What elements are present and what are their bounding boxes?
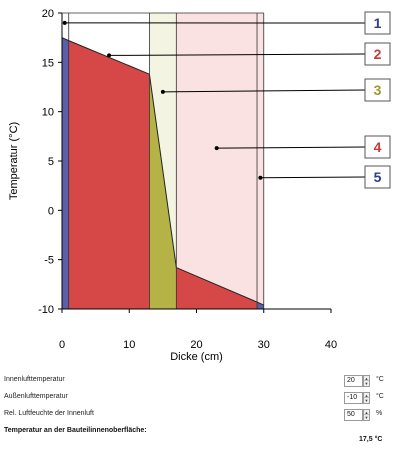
temperature-profile-line — [61, 37, 264, 306]
surface-temperature-value: 17,5 °C — [359, 436, 383, 443]
marker-4-label: 4 — [374, 139, 382, 155]
outside-temperature-input[interactable]: -10 — [344, 392, 363, 404]
surface-temperature-title: Temperatur an der Bauteilinnenoberfläche… — [4, 427, 147, 434]
inner-skin-layer-fill — [62, 37, 69, 310]
marker-2-leader-line — [109, 53, 366, 56]
insulation-layer-fill — [149, 74, 177, 309]
marker-4-leader-line — [216, 146, 366, 149]
outer-layer-fill — [176, 267, 258, 309]
x-tick-label: 30 — [258, 339, 270, 351]
outside-temperature-spinner[interactable]: ▲ ▼ — [363, 392, 370, 404]
y-tick-label: 15 — [42, 57, 54, 69]
humidity-spinner[interactable]: ▲ ▼ — [363, 409, 370, 421]
y-tick-label: 20 — [42, 8, 54, 20]
marker-1-anchor-dot — [62, 20, 67, 25]
x-tick-label: 0 — [59, 339, 65, 351]
inside-temperature-input[interactable]: 20 — [344, 375, 363, 387]
marker-5-leader-line — [260, 176, 366, 179]
marker-3-label: 3 — [374, 82, 382, 98]
marker-1-box — [364, 11, 391, 35]
spinner-up-icon[interactable]: ▲ — [364, 410, 369, 415]
spinner-up-icon[interactable]: ▲ — [364, 393, 369, 398]
x-tick-label: 20 — [190, 339, 202, 351]
marker-2-label: 2 — [374, 46, 382, 62]
marker-2-anchor-dot — [107, 53, 112, 58]
inside-temperature-label: Innenlufttemperatur — [4, 376, 65, 383]
spinner-up-icon[interactable]: ▲ — [364, 376, 369, 381]
inside-temperature-unit: °C — [376, 376, 384, 383]
marker-5-box — [364, 165, 391, 189]
outer-skin-layer-background — [257, 13, 264, 309]
y-tick-label: -10 — [38, 304, 54, 316]
humidity-unit: % — [376, 410, 383, 417]
spinner-down-icon[interactable]: ▼ — [364, 381, 369, 386]
marker-5-label: 5 — [374, 169, 382, 185]
outside-temperature-unit: °C — [376, 393, 384, 400]
y-tick-label: 10 — [42, 107, 54, 119]
y-tick-label: -5 — [44, 255, 54, 267]
inside-temperature-row: Innenlufttemperatur 20 ▲ ▼ °C — [0, 375, 400, 389]
spinner-down-icon[interactable]: ▼ — [364, 398, 369, 403]
humidity-input[interactable]: 50 — [344, 409, 363, 421]
marker-2-box — [364, 42, 391, 66]
x-tick-label: 10 — [123, 339, 135, 351]
y-axis-label: Temperatur (°C) — [8, 122, 20, 200]
marker-4-box — [364, 135, 391, 159]
x-axis-label: Dicke (cm) — [170, 351, 223, 363]
y-tick-label: 0 — [48, 205, 54, 217]
marker-5-anchor-dot — [258, 175, 263, 180]
marker-4-anchor-dot — [214, 146, 219, 151]
outside-temperature-label: Außenlufttemperatur — [4, 393, 68, 400]
marker-1-label: 1 — [374, 15, 382, 31]
humidity-label: Rel. Luftfeuchte der Innenluft — [4, 410, 94, 417]
spinner-down-icon[interactable]: ▼ — [364, 415, 369, 420]
humidity-row: Rel. Luftfeuchte der Innenluft 50 ▲ ▼ % — [0, 409, 400, 423]
marker-3-leader-line — [162, 89, 366, 93]
marker-3-anchor-dot — [160, 89, 165, 94]
y-tick-label: 5 — [48, 156, 54, 168]
outside-temperature-row: Außenlufttemperatur -10 ▲ ▼ °C — [0, 392, 400, 406]
outer-skin-layer-fill — [257, 302, 264, 309]
inside-temperature-spinner[interactable]: ▲ ▼ — [363, 375, 370, 387]
outer-layer-background — [176, 13, 258, 309]
x-tick-label: 40 — [325, 339, 337, 351]
masonry-layer-fill — [68, 40, 150, 309]
marker-3-box — [364, 78, 391, 102]
